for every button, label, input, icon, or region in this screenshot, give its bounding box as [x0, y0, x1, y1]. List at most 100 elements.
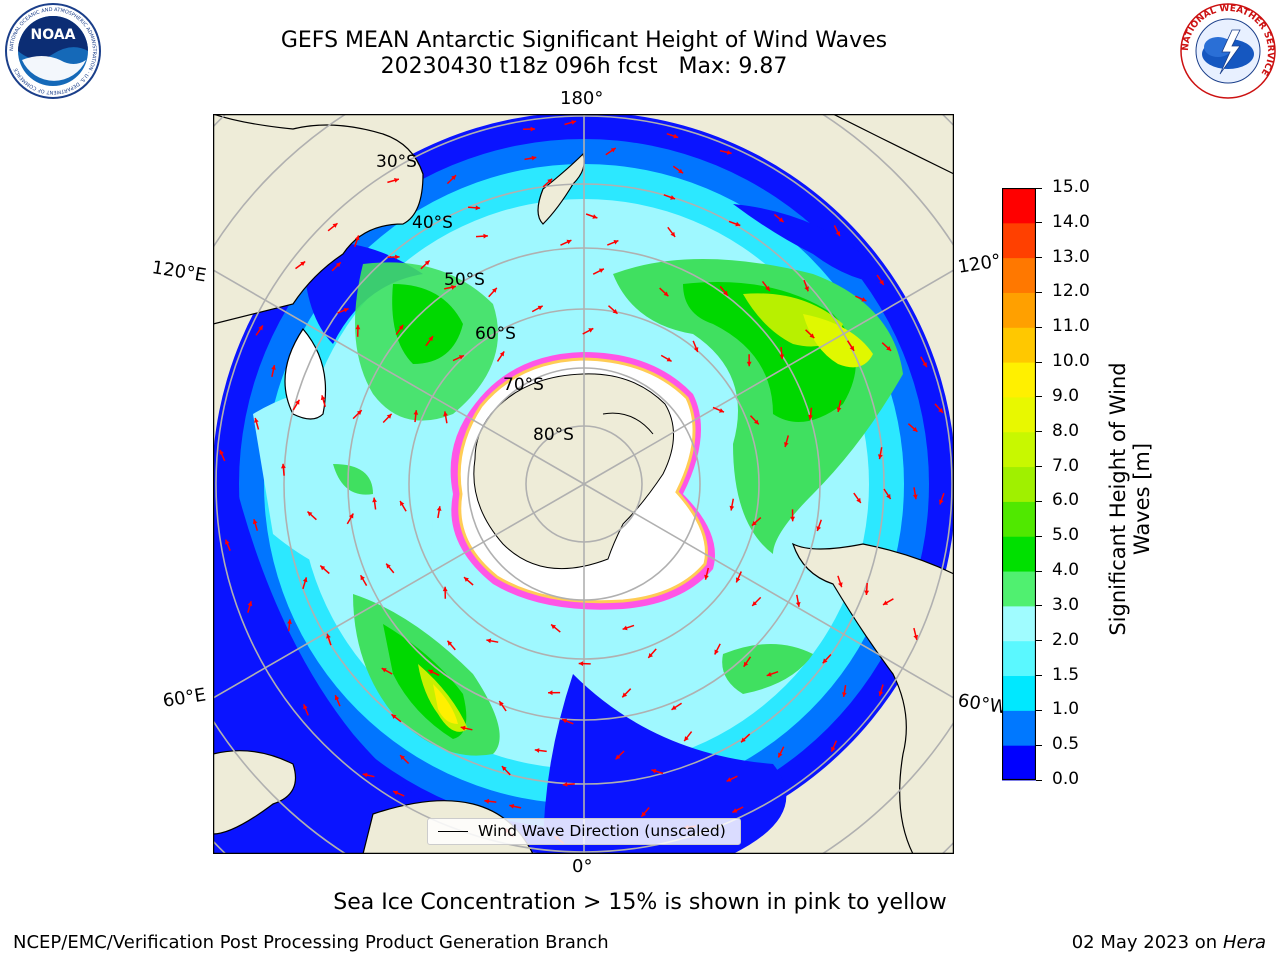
colorbar-segment: [1002, 466, 1036, 502]
wave-arrow-head: [394, 178, 399, 183]
colorbar-tick-label: 6.0: [1052, 490, 1080, 511]
colorbar-segment: [1002, 257, 1036, 293]
wave-arrow-head: [835, 231, 840, 237]
wave-arrow-head: [386, 413, 392, 419]
colorbar-segment: [1002, 292, 1036, 328]
wave-arrow-head: [281, 463, 286, 469]
wave-arrow-head: [400, 501, 405, 506]
wave-arrow-head: [509, 804, 515, 809]
wave-arrow-head: [765, 286, 770, 291]
wave-arrow-head: [398, 324, 404, 330]
map-legend: Wind Wave Direction (unscaled): [427, 818, 741, 845]
antarctica: [450, 352, 715, 610]
wave-arrow-head: [735, 221, 741, 227]
wave-arrow-head: [938, 408, 943, 413]
wave-arrow-head: [670, 195, 676, 200]
wave-arrow-head: [766, 672, 772, 677]
wave-arrow-head: [362, 772, 368, 778]
wave-arrow-head: [878, 454, 883, 460]
colorbar-tick-mark: [1036, 222, 1042, 224]
colorbar-tick-label: 13.0: [1052, 246, 1090, 267]
lon-label-60w: 60°W: [956, 690, 1009, 719]
wave-arrow-head: [547, 178, 553, 184]
lat-label-80s: 80°S: [533, 425, 574, 445]
wave-arrow-head: [571, 120, 577, 125]
wave-arrow-head: [849, 345, 855, 351]
wave-arrow-head: [861, 297, 867, 302]
wave-arrow-head: [303, 704, 308, 710]
wave-arrow-head: [391, 714, 397, 719]
wave-arrow-head: [551, 624, 556, 630]
wave-arrow-head: [684, 736, 689, 742]
wave-arrow-head: [326, 633, 331, 639]
wave-arrow-head: [922, 362, 927, 368]
wave-arrow-head: [622, 692, 628, 698]
wave-arrow-head: [751, 520, 757, 526]
colorbar-tick-mark: [1036, 605, 1042, 607]
wave-arrow-head: [287, 619, 292, 624]
wave-arrow-head: [534, 748, 540, 753]
wave-arrow-head: [808, 414, 813, 420]
wave-arrow-head: [464, 577, 469, 582]
lon-label-180: 180°: [560, 88, 604, 109]
wave-arrow-head: [838, 582, 843, 588]
wave-arrow-head: [428, 336, 433, 342]
colorbar-tick-label: 3.0: [1052, 594, 1080, 615]
colorbar-tick-label: 12.0: [1052, 281, 1090, 302]
wave-arrow-head: [460, 725, 466, 731]
wave-arrow-head: [424, 260, 430, 266]
colorbar-tick-label: 0.0: [1052, 769, 1080, 789]
wave-arrow-head: [673, 133, 679, 139]
wave-arrow-head: [562, 718, 568, 724]
wave-arrow-head: [566, 239, 572, 245]
wave-arrow-head: [883, 600, 888, 605]
footer-host: Hera: [1222, 932, 1266, 953]
wave-arrow-head: [295, 399, 300, 405]
colorbar-tick-mark: [1036, 709, 1042, 711]
wave-arrow-head: [356, 410, 362, 415]
wave-arrow-head: [271, 365, 276, 370]
sea-ice-note: Sea Ice Concentration > 15% is shown in …: [333, 890, 947, 915]
wave-arrow-head: [355, 324, 361, 330]
wave-arrow-head: [913, 634, 919, 640]
lon-label-120w: 120°: [956, 250, 1003, 278]
lon-label-120e: 120°E: [150, 257, 208, 287]
wave-arrow-head: [458, 355, 464, 360]
wave-arrow-head: [386, 563, 391, 569]
legend-line-swatch: [438, 831, 468, 832]
colorbar-segment: [1002, 396, 1036, 433]
wave-arrow-head: [247, 601, 253, 607]
wave-arrow-head: [219, 449, 224, 455]
colorbar-label: Significant Height of Wind Waves [m]: [1106, 329, 1154, 669]
wave-arrow-head: [670, 231, 676, 237]
wave-arrow-head: [809, 333, 815, 339]
noaa-logo-text: NOAA: [31, 27, 76, 43]
colorbar-segment: [1002, 327, 1036, 363]
colorbar-tick-label: 0.5: [1052, 734, 1080, 755]
wave-arrow-head: [784, 442, 789, 447]
colorbar-tick-mark: [1036, 187, 1042, 189]
wave-arrow-head: [320, 395, 326, 401]
wave-arrow-head: [428, 669, 434, 675]
wave-arrow-head: [598, 268, 604, 273]
colorbar-segment: [1002, 536, 1036, 572]
colorbar-tick-mark: [1036, 500, 1042, 502]
wave-arrow-head: [729, 505, 735, 511]
colorbar-tick-mark: [1036, 431, 1042, 433]
colorbar-label-line1: Significant Height of Wind: [1106, 362, 1130, 636]
chart-title: GEFS MEAN Antarctic Significant Height o…: [280, 28, 888, 53]
lon-label-60e: 60°E: [161, 684, 208, 712]
wave-arrow-head: [939, 499, 944, 505]
colorbar-segment: [1002, 362, 1036, 398]
wave-arrow-head: [622, 625, 628, 631]
wave-arrow-head: [663, 291, 669, 297]
wave-arrow-head: [752, 601, 757, 606]
wave-arrow-head: [856, 497, 861, 503]
wave-arrow-head: [736, 577, 741, 583]
colorbar-tick-mark: [1036, 570, 1042, 572]
colorbar-segment: [1002, 745, 1036, 781]
wave-arrow-head: [831, 746, 836, 752]
wave-arrow-head: [879, 280, 884, 285]
colorbar-segment: [1002, 640, 1036, 677]
wave-arrow-head: [790, 516, 795, 522]
